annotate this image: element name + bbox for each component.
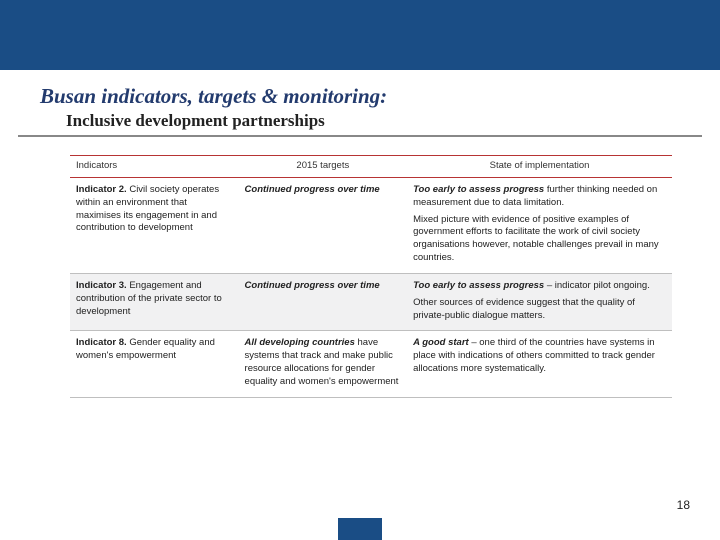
indicator-number: Indicator 8. xyxy=(76,337,127,348)
table-header-row: Indicators 2015 targets State of impleme… xyxy=(70,156,672,178)
cell-state: A good start – one third of the countrie… xyxy=(407,331,672,397)
table-row: Indicator 2. Civil society operates with… xyxy=(70,178,672,274)
target-bold: Continued progress over time xyxy=(245,280,380,291)
header-targets: 2015 targets xyxy=(239,156,408,178)
state-lead: Too early to assess progress xyxy=(413,280,544,291)
state-detail: Mixed picture with evidence of positive … xyxy=(413,214,664,265)
target-bold: Continued progress over time xyxy=(245,184,380,195)
header-bar xyxy=(0,0,720,70)
cell-state: Too early to assess progress further thi… xyxy=(407,178,672,274)
indicator-number: Indicator 3. xyxy=(76,280,127,291)
state-lead: A good start xyxy=(413,337,469,348)
page-number: 18 xyxy=(677,498,690,512)
table-row: Indicator 8. Gender equality and women's… xyxy=(70,331,672,397)
table-container: Indicators 2015 targets State of impleme… xyxy=(0,137,720,398)
header-indicators: Indicators xyxy=(70,156,239,178)
table-row: Indicator 3. Engagement and contribution… xyxy=(70,273,672,330)
cell-target: All developing countries have systems th… xyxy=(239,331,408,397)
cell-indicator: Indicator 3. Engagement and contribution… xyxy=(70,273,239,330)
slide-title: Busan indicators, targets & monitoring: xyxy=(40,84,680,109)
footer-mark xyxy=(338,518,382,540)
indicators-table: Indicators 2015 targets State of impleme… xyxy=(70,155,672,398)
cell-indicator: Indicator 2. Civil society operates with… xyxy=(70,178,239,274)
header-state: State of implementation xyxy=(407,156,672,178)
cell-target: Continued progress over time xyxy=(239,178,408,274)
cell-indicator: Indicator 8. Gender equality and women's… xyxy=(70,331,239,397)
state-detail: Other sources of evidence suggest that t… xyxy=(413,297,664,323)
state-lead: Too early to assess progress xyxy=(413,184,544,195)
target-bold: All developing countries xyxy=(245,337,355,348)
state-lead-rest: – indicator pilot ongoing. xyxy=(544,280,650,291)
indicator-number: Indicator 2. xyxy=(76,184,127,195)
cell-target: Continued progress over time xyxy=(239,273,408,330)
slide-subtitle: Inclusive development partnerships xyxy=(66,111,680,131)
title-block: Busan indicators, targets & monitoring: … xyxy=(18,70,702,137)
cell-state: Too early to assess progress – indicator… xyxy=(407,273,672,330)
